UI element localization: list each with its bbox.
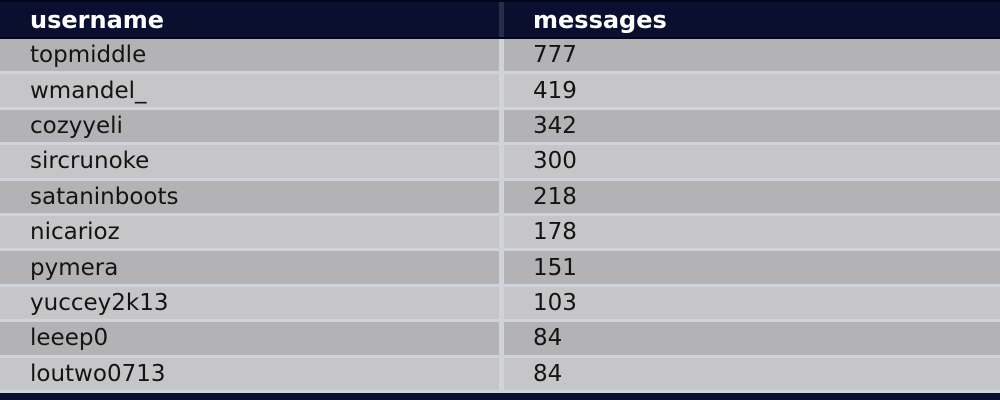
table-row: nicarioz 178 xyxy=(0,215,1000,252)
table-header-row: username messages xyxy=(0,0,1000,39)
table-row: pymera 151 xyxy=(0,251,1000,287)
table-row: wmandel_ 419 xyxy=(0,74,1000,110)
username-cell: sataninboots xyxy=(30,183,179,210)
table-row: sircrunoke 300 xyxy=(0,145,1000,181)
messages-cell: 103 xyxy=(533,289,577,316)
username-cell: sircrunoke xyxy=(30,148,150,175)
messages-cell: 178 xyxy=(533,219,577,246)
table-row: leeep0 84 xyxy=(0,322,1000,358)
messages-cell: 300 xyxy=(533,148,577,175)
column-divider xyxy=(499,286,504,320)
username-cell: pymera xyxy=(30,254,119,281)
table-body: topmiddle 777 wmandel_ 419 cozyyeli 342 … xyxy=(0,39,1000,393)
column-divider xyxy=(499,322,504,355)
messages-cell: 218 xyxy=(533,183,577,210)
column-divider xyxy=(499,180,504,213)
messages-cell: 84 xyxy=(533,325,563,352)
column-divider xyxy=(499,2,504,37)
table-row: topmiddle 777 xyxy=(0,39,1000,75)
column-divider xyxy=(499,145,504,178)
column-divider xyxy=(499,215,504,249)
username-cell: nicarioz xyxy=(30,219,120,246)
username-cell: loutwo0713 xyxy=(30,360,166,387)
table-row: cozyyeli 342 xyxy=(0,109,1000,146)
header-messages: messages xyxy=(533,5,667,34)
table-row: yuccey2k13 103 xyxy=(0,286,1000,323)
column-divider xyxy=(499,39,504,72)
username-cell: cozyyeli xyxy=(30,112,123,139)
messages-cell: 342 xyxy=(533,112,577,139)
column-divider xyxy=(499,74,504,107)
messages-cell: 419 xyxy=(533,77,577,104)
column-divider xyxy=(499,251,504,284)
table-row: sataninboots 218 xyxy=(0,180,1000,216)
username-cell: yuccey2k13 xyxy=(30,289,169,316)
messages-cell: 151 xyxy=(533,254,577,281)
column-divider xyxy=(499,357,504,390)
messages-cell: 777 xyxy=(533,42,577,69)
table-row: loutwo0713 84 xyxy=(0,357,1000,393)
username-cell: wmandel_ xyxy=(30,77,147,104)
table-footer-bar xyxy=(0,393,1000,400)
column-divider xyxy=(499,109,504,143)
messages-cell: 84 xyxy=(533,360,563,387)
header-username: username xyxy=(30,5,165,34)
username-cell: leeep0 xyxy=(30,325,109,352)
username-cell: topmiddle xyxy=(30,42,147,69)
